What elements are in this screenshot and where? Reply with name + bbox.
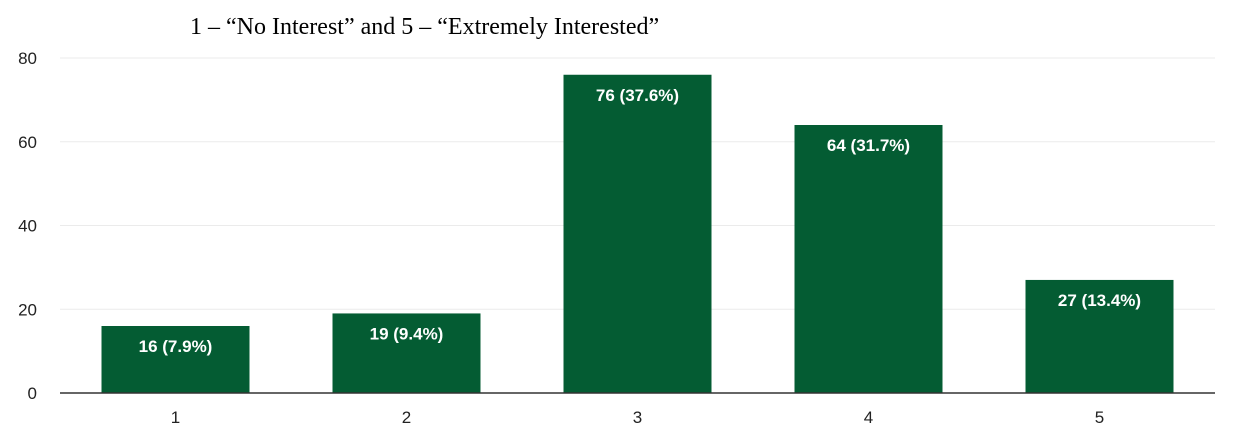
y-tick-label: 0	[28, 384, 37, 403]
x-axis-ticks: 1 2 3 4 5	[171, 408, 1104, 427]
bar-2	[332, 313, 481, 393]
data-label-5: 27 (13.4%)	[1058, 291, 1141, 310]
data-label-4: 64 (31.7%)	[827, 136, 910, 155]
x-tick-label: 4	[864, 408, 873, 427]
x-tick-label: 3	[633, 408, 642, 427]
y-tick-label: 60	[18, 133, 37, 152]
bar-5	[1025, 279, 1174, 393]
bar-1	[101, 326, 250, 393]
bar-4	[794, 125, 943, 393]
y-tick-label: 40	[18, 217, 37, 236]
data-labels: 16 (7.9%) 19 (9.4%) 76 (37.6%) 64 (31.7%) 27…	[139, 86, 1141, 356]
data-label-1: 16 (7.9%)	[139, 337, 213, 356]
bars	[101, 74, 1174, 393]
x-tick-label: 5	[1095, 408, 1104, 427]
y-tick-label: 80	[18, 49, 37, 68]
y-tick-label: 20	[18, 300, 37, 319]
bar-3	[563, 74, 712, 393]
data-label-3: 76 (37.6%)	[596, 86, 679, 105]
data-label-2: 19 (9.4%)	[370, 324, 444, 343]
x-tick-label: 2	[402, 408, 411, 427]
y-axis-ticks: 0 20 40 60 80	[18, 49, 37, 403]
x-tick-label: 1	[171, 408, 180, 427]
chart-title: 1 – “No Interest” and 5 – “Extremely Int…	[190, 14, 660, 40]
